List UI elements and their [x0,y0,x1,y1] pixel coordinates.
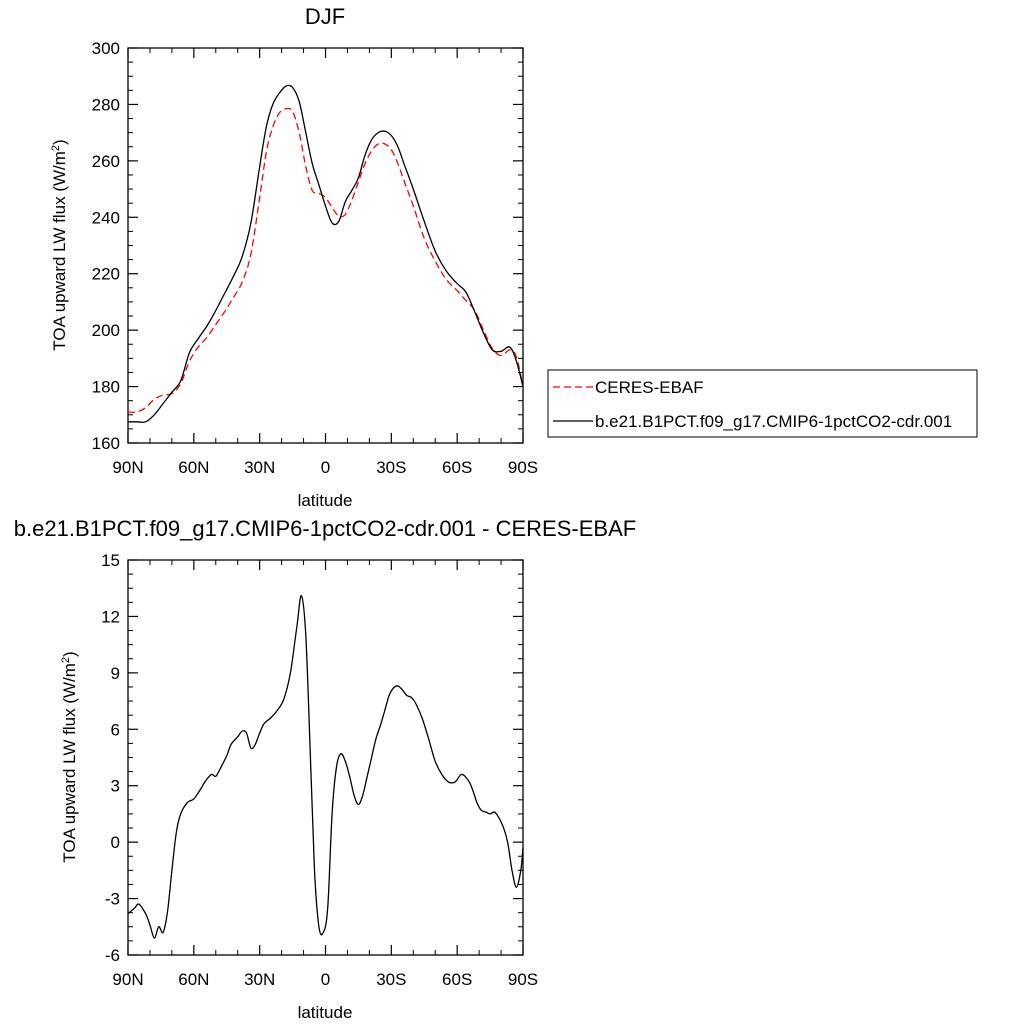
top-chart-ylabel-main: TOA upward LW flux (W/m [50,151,69,351]
series-line-model [128,84,524,423]
bottom-xtick-label: 60S [442,970,472,989]
series-line-difference [127,595,524,939]
bottom-xtick-label: 30N [244,970,275,989]
legend-box [547,369,978,438]
bottom-chart-ylabel-sup: 2 [60,657,72,663]
bottom-chart-ylabel: TOA upward LW flux (W/m2) [60,651,79,862]
bottom-xtick-label: 30S [376,970,406,989]
bottom-chart-plot-frame [127,559,524,956]
top-chart-ylabel-sup: 2 [50,145,62,151]
top-ytick-label: 160 [92,434,120,453]
bottom-xtick-label: 90S [508,970,538,989]
top-xtick-label: 90N [112,458,143,477]
bottom-ytick-label: -6 [105,946,120,965]
top-xtick-label: 30S [376,458,406,477]
top-xtick-label: 0 [321,458,330,477]
bottom-ytick-label: 15 [101,551,120,570]
bottom-chart: b.e21.B1PCT.f09_g17.CMIP6-1pctCO2-cdr.00… [14,516,636,1022]
top-ytick-label: 260 [92,152,120,171]
legend-label-model: b.e21.B1PCT.f09_g17.CMIP6-1pctCO2-cdr.00… [595,412,952,431]
top-ytick-label: 240 [92,208,120,227]
bottom-chart-title: b.e21.B1PCT.f09_g17.CMIP6-1pctCO2-cdr.00… [14,516,636,541]
top-ytick-label: 300 [92,39,120,58]
top-ytick-label: 200 [92,321,120,340]
top-xtick-label: 90S [508,458,538,477]
top-chart: DJF 90N 60N 30N 0 30S 60S 90S 160 180 200 220 240 26… [50,4,538,510]
top-chart-ylabel: TOA upward LW flux (W/m2) [50,139,69,350]
bottom-ytick-label: -3 [105,890,120,909]
series-line-ceres-ebaf [127,107,524,413]
top-chart-ylabel-end: ) [50,139,69,145]
top-chart-legend: CERES-EBAF b.e21.B1PCT.f09_g17.CMIP6-1pc… [547,369,978,438]
top-chart-marks: 90N 60N 30N 0 30S 60S 90S 160 180 200 220 240 260 280… [92,39,539,477]
top-ytick-label: 180 [92,378,120,397]
bottom-xtick-label: 60N [178,970,209,989]
top-xtick-label: 60S [442,458,472,477]
bottom-chart-ylabel-main: TOA upward LW flux (W/m [60,663,79,863]
top-ytick-label: 280 [92,95,120,114]
top-chart-xlabel: latitude [298,491,353,510]
bottom-ytick-label: 0 [111,833,120,852]
bottom-ytick-label: 3 [111,777,120,796]
bottom-chart-marks: 90N 60N 30N 0 30S 60S 90S -6 -3 0 3 6 9 12 15 [101,551,538,989]
top-xtick-label: 30N [244,458,275,477]
top-xtick-label: 60N [178,458,209,477]
bottom-chart-ylabel-end: ) [60,651,79,657]
bottom-chart-xlabel: latitude [298,1003,353,1022]
bottom-ytick-label: 6 [111,720,120,739]
top-chart-plot-frame [127,47,524,444]
legend-label-ceres: CERES-EBAF [595,378,704,397]
bottom-ytick-label: 9 [111,664,120,683]
bottom-ytick-label: 12 [101,607,120,626]
top-chart-title: DJF [305,4,345,29]
top-ytick-label: 220 [92,265,120,284]
bottom-xtick-label: 0 [321,970,330,989]
bottom-xtick-label: 90N [112,970,143,989]
